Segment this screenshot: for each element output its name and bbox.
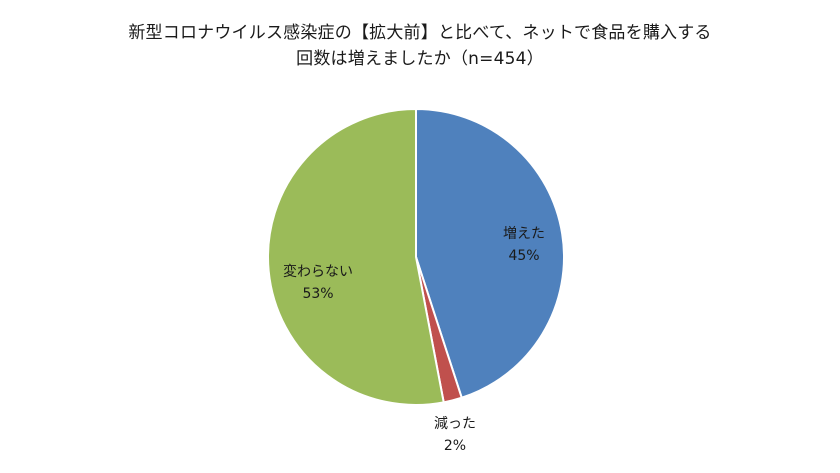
- slice-unchanged-label: 変わらない: [283, 263, 353, 280]
- slice-unchanged-value-label: 53%: [302, 286, 333, 302]
- slice-decreased-label: 減った: [434, 415, 476, 432]
- chart-title-line-2: 回数は増えましたか（n=454）: [296, 49, 544, 69]
- slice-decreased-value-label: 2%: [444, 438, 466, 454]
- chart-title-line-1: 新型コロナウイルス感染症の【拡大前】と比べて、ネットで食品を購入する: [128, 23, 712, 43]
- slice-increased-label: 増えた: [503, 226, 545, 242]
- slice-increased-value-label: 45%: [508, 248, 539, 264]
- slice-unchanged: [267, 107, 445, 406]
- slice-increased: [415, 107, 565, 400]
- chart-title: 新型コロナウイルス感染症の【拡大前】と比べて、ネットで食品を購入する 回数は増え…: [0, 20, 840, 72]
